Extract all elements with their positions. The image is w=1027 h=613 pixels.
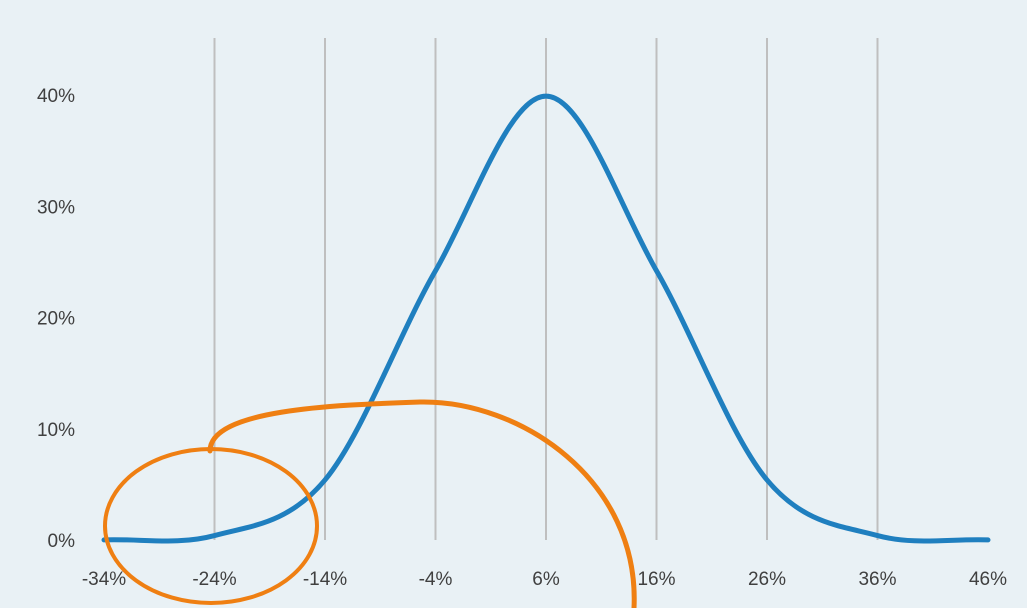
y-tick-label: 20% <box>37 309 75 330</box>
y-tick-label: 10% <box>37 420 75 441</box>
annotation-layer <box>103 399 637 611</box>
x-tick-label: -4% <box>419 569 453 590</box>
x-tick-label: -34% <box>82 569 126 590</box>
x-tick-label: 16% <box>637 569 675 590</box>
y-tick-label: 0% <box>48 531 76 552</box>
label-layer: -34% -24% -14% -4% 6% 16% 26% 36% 46% 0% 10% 20% 30%… <box>37 86 1007 590</box>
x-tick-label: 26% <box>748 569 786 590</box>
x-tick-label: 46% <box>969 569 1007 590</box>
grid-layer <box>213 38 879 540</box>
y-tick-label: 40% <box>37 86 75 107</box>
x-tick-label: -14% <box>303 569 347 590</box>
series-layer <box>101 93 991 544</box>
x-tick-label: -24% <box>192 569 236 590</box>
annotation-curve <box>207 399 637 611</box>
x-tick-label: 6% <box>532 569 560 590</box>
x-tick-label: 36% <box>858 569 896 590</box>
y-tick-label: 30% <box>37 197 75 218</box>
series-line <box>101 93 991 544</box>
